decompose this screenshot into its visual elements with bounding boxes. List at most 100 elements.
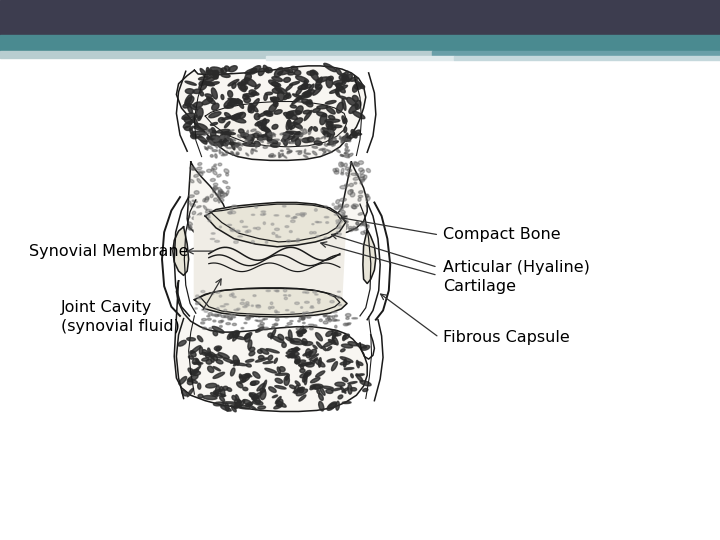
Ellipse shape — [307, 137, 314, 142]
Ellipse shape — [330, 294, 334, 296]
Ellipse shape — [265, 368, 276, 373]
Ellipse shape — [212, 188, 215, 193]
Ellipse shape — [264, 111, 273, 116]
Ellipse shape — [207, 348, 210, 353]
Ellipse shape — [307, 84, 314, 93]
Ellipse shape — [294, 385, 299, 394]
Ellipse shape — [330, 300, 334, 303]
Ellipse shape — [315, 371, 325, 377]
Ellipse shape — [334, 206, 338, 209]
Ellipse shape — [254, 141, 260, 146]
Ellipse shape — [348, 382, 357, 384]
Ellipse shape — [288, 72, 294, 75]
Ellipse shape — [300, 364, 303, 369]
Ellipse shape — [264, 213, 266, 215]
Ellipse shape — [354, 182, 357, 184]
Ellipse shape — [336, 231, 341, 234]
Ellipse shape — [202, 353, 209, 355]
Ellipse shape — [185, 97, 194, 106]
Ellipse shape — [194, 118, 198, 127]
Ellipse shape — [258, 135, 268, 138]
Ellipse shape — [282, 136, 294, 141]
Ellipse shape — [264, 65, 269, 73]
Ellipse shape — [336, 87, 339, 94]
Ellipse shape — [212, 326, 224, 333]
Ellipse shape — [201, 223, 204, 225]
Ellipse shape — [269, 387, 276, 393]
Ellipse shape — [363, 175, 367, 180]
Ellipse shape — [320, 136, 326, 139]
Ellipse shape — [286, 84, 292, 91]
Ellipse shape — [215, 226, 218, 229]
Ellipse shape — [353, 111, 365, 119]
Ellipse shape — [197, 336, 203, 342]
Ellipse shape — [325, 100, 336, 104]
Ellipse shape — [251, 381, 259, 386]
Ellipse shape — [215, 291, 220, 293]
Ellipse shape — [280, 150, 283, 151]
Ellipse shape — [271, 143, 279, 147]
Ellipse shape — [287, 140, 290, 143]
Ellipse shape — [302, 292, 306, 293]
Ellipse shape — [207, 169, 212, 172]
Ellipse shape — [323, 314, 325, 317]
Ellipse shape — [245, 139, 250, 141]
Ellipse shape — [292, 132, 300, 141]
Ellipse shape — [222, 131, 231, 138]
Ellipse shape — [335, 315, 338, 317]
Ellipse shape — [202, 358, 210, 361]
Ellipse shape — [189, 225, 192, 231]
Ellipse shape — [303, 312, 306, 315]
Ellipse shape — [295, 356, 300, 362]
Ellipse shape — [196, 359, 201, 366]
Ellipse shape — [287, 322, 292, 325]
Ellipse shape — [336, 168, 339, 172]
Ellipse shape — [287, 111, 302, 116]
Polygon shape — [205, 202, 346, 247]
Ellipse shape — [296, 96, 305, 100]
Ellipse shape — [291, 220, 295, 222]
Ellipse shape — [223, 134, 230, 140]
Ellipse shape — [306, 316, 311, 318]
Ellipse shape — [284, 69, 293, 72]
Ellipse shape — [328, 76, 333, 80]
Ellipse shape — [240, 85, 248, 90]
Ellipse shape — [200, 92, 204, 96]
Ellipse shape — [201, 291, 205, 293]
Ellipse shape — [237, 99, 243, 109]
Ellipse shape — [240, 400, 245, 406]
Ellipse shape — [348, 226, 353, 229]
Ellipse shape — [230, 113, 243, 119]
Ellipse shape — [218, 163, 222, 166]
Ellipse shape — [216, 141, 228, 146]
Ellipse shape — [282, 139, 284, 143]
Ellipse shape — [331, 333, 338, 336]
Ellipse shape — [333, 143, 336, 146]
Ellipse shape — [206, 131, 209, 134]
Ellipse shape — [282, 343, 287, 347]
Ellipse shape — [243, 377, 246, 382]
Ellipse shape — [324, 144, 328, 146]
Ellipse shape — [333, 168, 337, 172]
Ellipse shape — [253, 295, 256, 296]
Ellipse shape — [203, 308, 207, 309]
Ellipse shape — [187, 226, 192, 230]
Ellipse shape — [285, 94, 291, 98]
Ellipse shape — [193, 102, 203, 107]
Ellipse shape — [278, 144, 280, 146]
Ellipse shape — [243, 133, 253, 140]
Ellipse shape — [354, 177, 359, 180]
Ellipse shape — [189, 222, 192, 225]
Ellipse shape — [245, 73, 251, 80]
Ellipse shape — [304, 129, 307, 131]
Ellipse shape — [217, 174, 221, 177]
Ellipse shape — [303, 110, 311, 114]
Ellipse shape — [328, 403, 336, 409]
Ellipse shape — [253, 400, 263, 405]
Ellipse shape — [216, 360, 223, 364]
Polygon shape — [174, 281, 367, 411]
Ellipse shape — [341, 224, 346, 227]
Ellipse shape — [361, 232, 365, 234]
Ellipse shape — [286, 374, 289, 380]
Ellipse shape — [192, 131, 206, 135]
